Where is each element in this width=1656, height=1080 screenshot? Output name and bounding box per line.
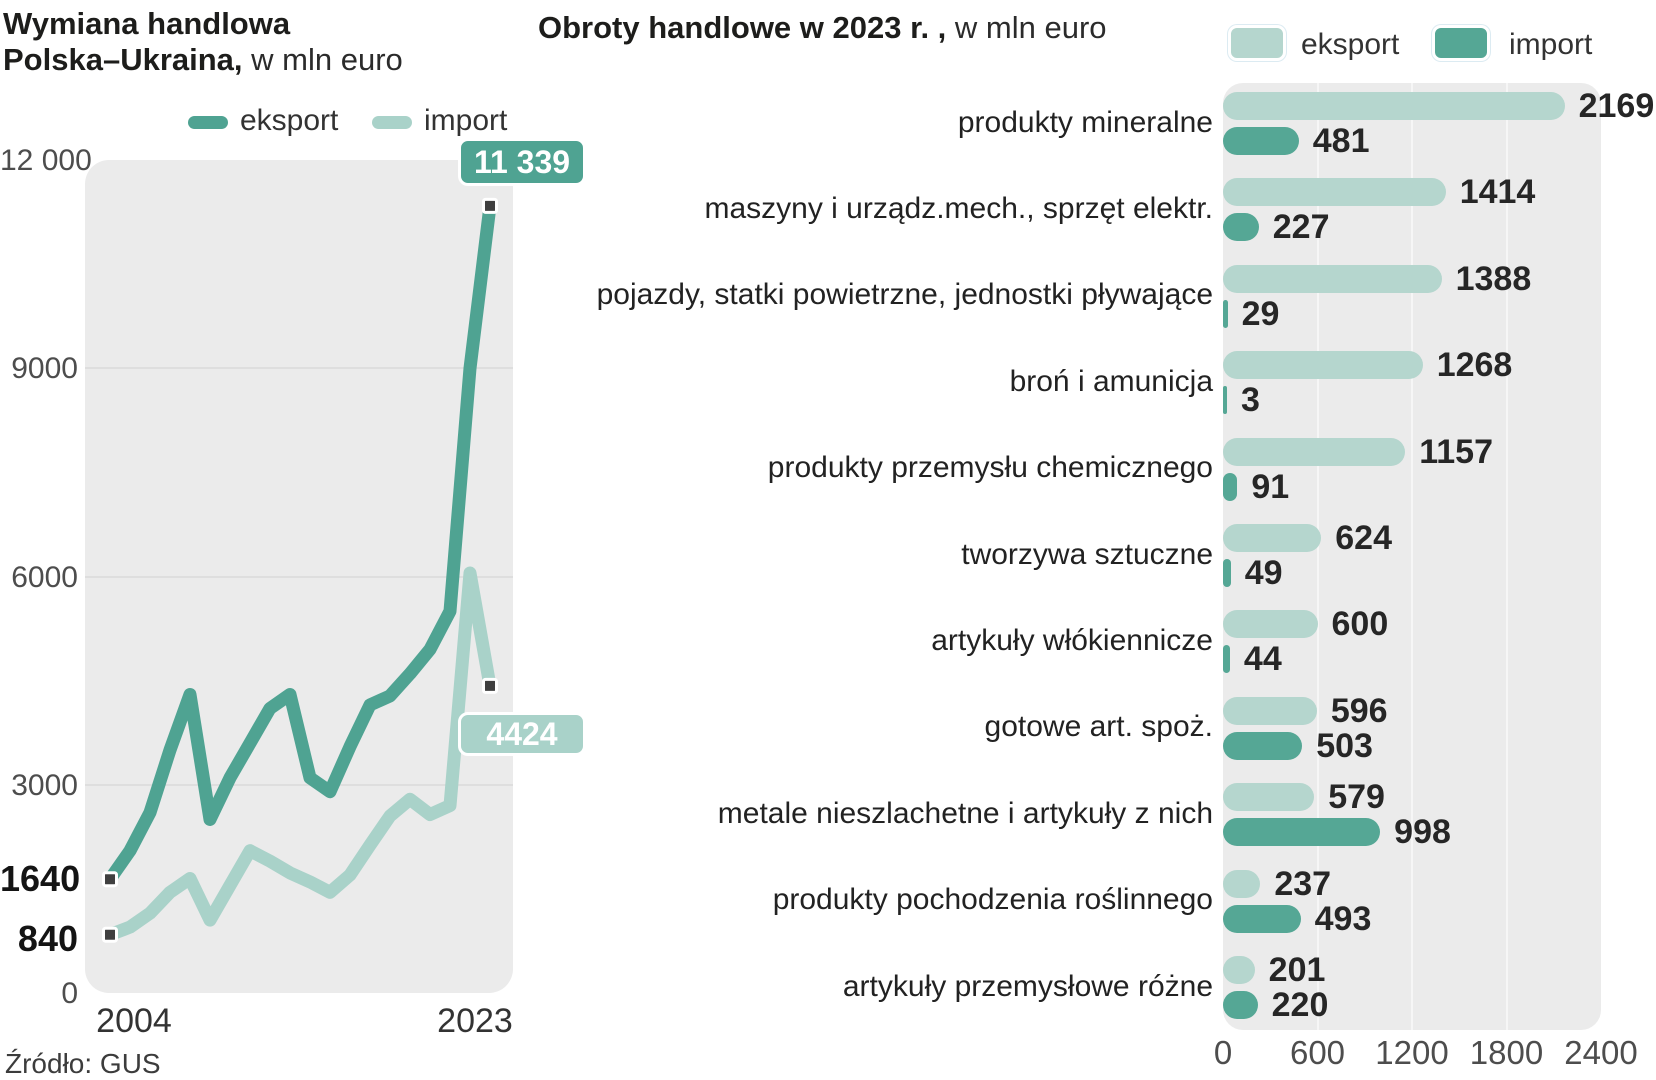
line-chart-series xyxy=(102,197,498,943)
y-tick-label: 3000 xyxy=(11,768,78,802)
import-bar xyxy=(1223,645,1230,674)
import-point-marker xyxy=(482,677,498,694)
gridline-x-1800 xyxy=(1505,83,1508,1030)
eksport-bar xyxy=(1223,178,1446,207)
eksport-bar xyxy=(1223,783,1315,812)
bar-legend-eksport-label: eksport xyxy=(1301,28,1400,61)
y-tick-label: 0 xyxy=(61,977,78,1010)
bar-category-label: pojazdy, statki powietrzne, jednostki pł… xyxy=(596,278,1213,312)
import-bar xyxy=(1223,299,1228,328)
x-tick-2004: 2004 xyxy=(96,1002,172,1040)
line-chart-plot-area xyxy=(85,160,513,993)
gridline-y-6000 xyxy=(85,575,513,578)
y-tick-label: 6000 xyxy=(11,560,78,594)
bar-category-label: tworzywa sztuczne xyxy=(961,537,1213,571)
eksport-end-badge: 11 339 xyxy=(458,138,586,186)
bar-category-label: broń i amunicja xyxy=(1009,364,1213,398)
eksport-point-marker xyxy=(482,197,498,214)
eksport-bar xyxy=(1223,264,1442,293)
import-bar xyxy=(1223,731,1303,760)
bar-x-tick-label: 1200 xyxy=(1375,1034,1449,1071)
eksport-point-marker xyxy=(102,871,118,888)
eksport-bar xyxy=(1223,956,1255,984)
gridline-y-3000 xyxy=(85,783,513,786)
import-bar xyxy=(1223,213,1259,242)
eksport-bar xyxy=(1223,696,1317,725)
y-tick-label: 9000 xyxy=(11,352,78,386)
bar-legend-eksport-swatch xyxy=(1228,25,1286,61)
eksport-bar xyxy=(1223,869,1261,898)
bar-chart-plot-area xyxy=(1223,83,1601,1030)
bar-category-label: gotowe art. spoż. xyxy=(984,710,1213,744)
line-chart-title-line1: Wymiana handlowa xyxy=(3,6,291,41)
legend-eksport-swatch xyxy=(188,116,228,129)
bar-category-label: produkty mineralne xyxy=(957,105,1213,139)
bar-category-label: maszyny i urządz.mech., sprzęt elektr. xyxy=(704,191,1213,225)
bar-chart-title: Obroty handlowe w 2023 r. , w mln euro xyxy=(538,10,1107,45)
bar-x-tick-label: 1800 xyxy=(1469,1034,1544,1071)
import-end-badge: 4424 xyxy=(458,712,586,756)
bar-category-label: metale nieszlachetne i artykuły z nich xyxy=(717,796,1213,830)
import-bar xyxy=(1223,559,1231,587)
bar-category-label: artykuły przemysłowe różne xyxy=(842,969,1213,1003)
eksport-bar xyxy=(1223,524,1322,552)
bar-x-tick-label: 0 xyxy=(1213,1034,1233,1071)
import-start-value: 840 xyxy=(17,918,78,959)
eksport-bar xyxy=(1223,610,1318,639)
legend-import-swatch xyxy=(372,116,412,129)
x-tick-2023: 2023 xyxy=(437,1002,513,1040)
import-line xyxy=(103,566,497,942)
eksport-bar xyxy=(1223,351,1423,380)
gridline-x-600 xyxy=(1316,83,1319,1030)
gridline-x-1200 xyxy=(1411,83,1413,1030)
eksport-start-value: 1640 xyxy=(0,858,81,899)
legend-eksport-label: eksport xyxy=(240,104,339,137)
import-bar xyxy=(1223,991,1258,1019)
y-tick-label: 12 000 xyxy=(0,144,92,177)
bar-category-label: produkty przemysłu chemicznego xyxy=(767,451,1213,485)
import-bar xyxy=(1223,127,1299,155)
bar-category-label: artykuły włókiennicze xyxy=(931,623,1213,657)
import-bar xyxy=(1223,818,1381,847)
import-bar xyxy=(1223,472,1238,501)
eksport-bar xyxy=(1223,92,1565,120)
bar-legend-import-label: import xyxy=(1509,28,1593,61)
bar-legend-import-swatch xyxy=(1432,25,1490,61)
bar-x-tick-label: 2400 xyxy=(1564,1034,1638,1071)
line-chart-title-line2: Polska–Ukraina, w mln euro xyxy=(3,42,403,77)
gridline-y-9000 xyxy=(85,367,513,370)
bar-category-label: produkty pochodzenia roślinnego xyxy=(772,883,1213,917)
line-chart-y-axis: 0 3000 6000 9000 12 000 xyxy=(0,0,92,1080)
bar-x-tick-label: 600 xyxy=(1289,1034,1346,1071)
eksport-bar xyxy=(1223,437,1406,466)
source-note: Źródło: GUS xyxy=(5,1048,161,1079)
import-bar xyxy=(1223,386,1227,415)
import-point-marker xyxy=(102,926,118,943)
line-chart-title: Wymiana handlowa Polska–Ukraina, w mln e… xyxy=(3,6,403,78)
eksport-line xyxy=(103,199,497,886)
legend-import-label: import xyxy=(424,104,508,137)
import-bar xyxy=(1223,904,1301,933)
